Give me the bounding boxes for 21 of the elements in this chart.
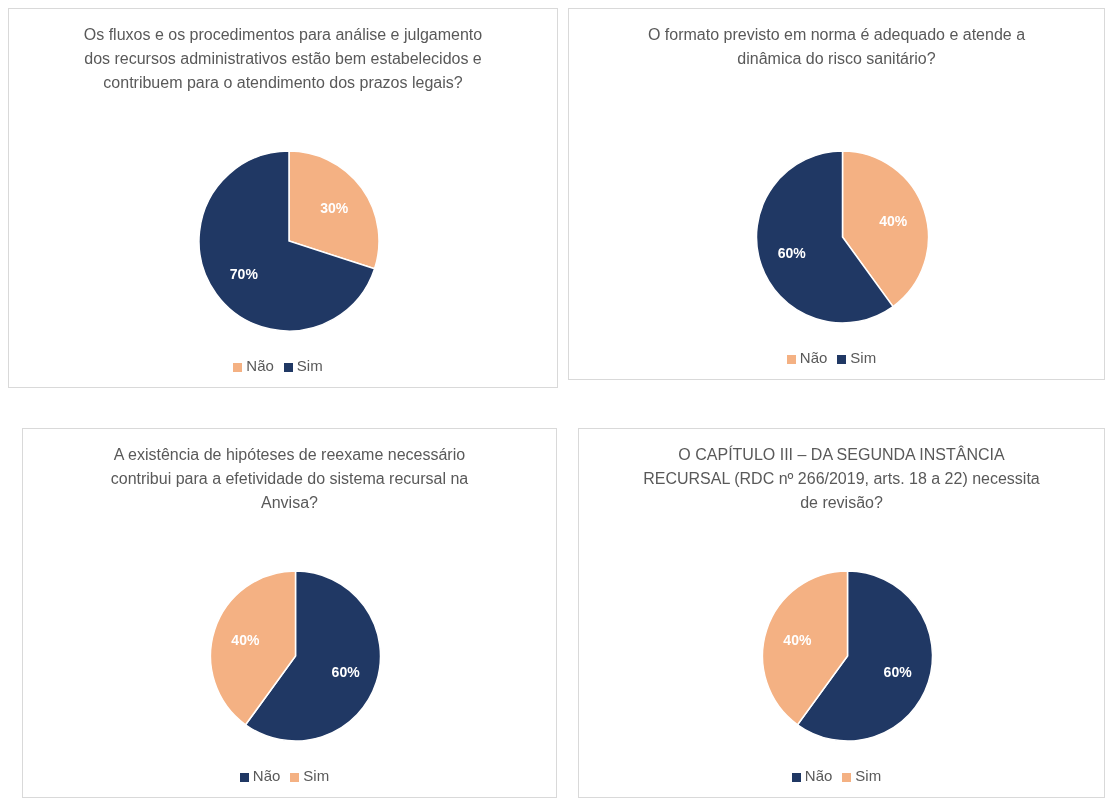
data-label: 60% (331, 664, 361, 681)
legend-label: Sim (855, 767, 882, 784)
data-label: 60% (883, 664, 913, 681)
legend-label: Não (246, 357, 274, 374)
chart-title: A existência de hipóteses de reexame necessário contribui para a efetividade do sistema recursal na Anvisa? (109, 445, 470, 513)
data-label: 70% (229, 265, 259, 282)
chart-title: O formato previsto em norma é adequado e atende a dinâmica do risco sanitário? (646, 25, 1027, 69)
data-label: 60% (777, 245, 807, 262)
chart-title: O CAPÍTULO III – DA SEGUNDA INSTÂNCIA RECURSAL (RDC nº 266/2019, arts. 18 a 22) necessita de revisão? (642, 444, 1041, 513)
data-label: 30% (320, 200, 349, 217)
legend-label: Sim (850, 349, 877, 366)
data-label: 40% (231, 631, 260, 648)
legend-label: Não (252, 767, 281, 784)
pie-slice (198, 150, 376, 332)
data-label: 40% (783, 631, 812, 648)
data-label: 40% (879, 212, 908, 229)
legend-label: Sim (303, 767, 330, 784)
legend-label: Sim (296, 357, 323, 374)
chart-title: Os fluxos e os procedimentos para análise e julgamento dos recursos administrativos estão bem estabelecidos e contribuem para o atendimento dos prazos legais? (82, 25, 484, 93)
legend-label: Não (804, 767, 833, 784)
legend-label: Não (799, 349, 828, 366)
